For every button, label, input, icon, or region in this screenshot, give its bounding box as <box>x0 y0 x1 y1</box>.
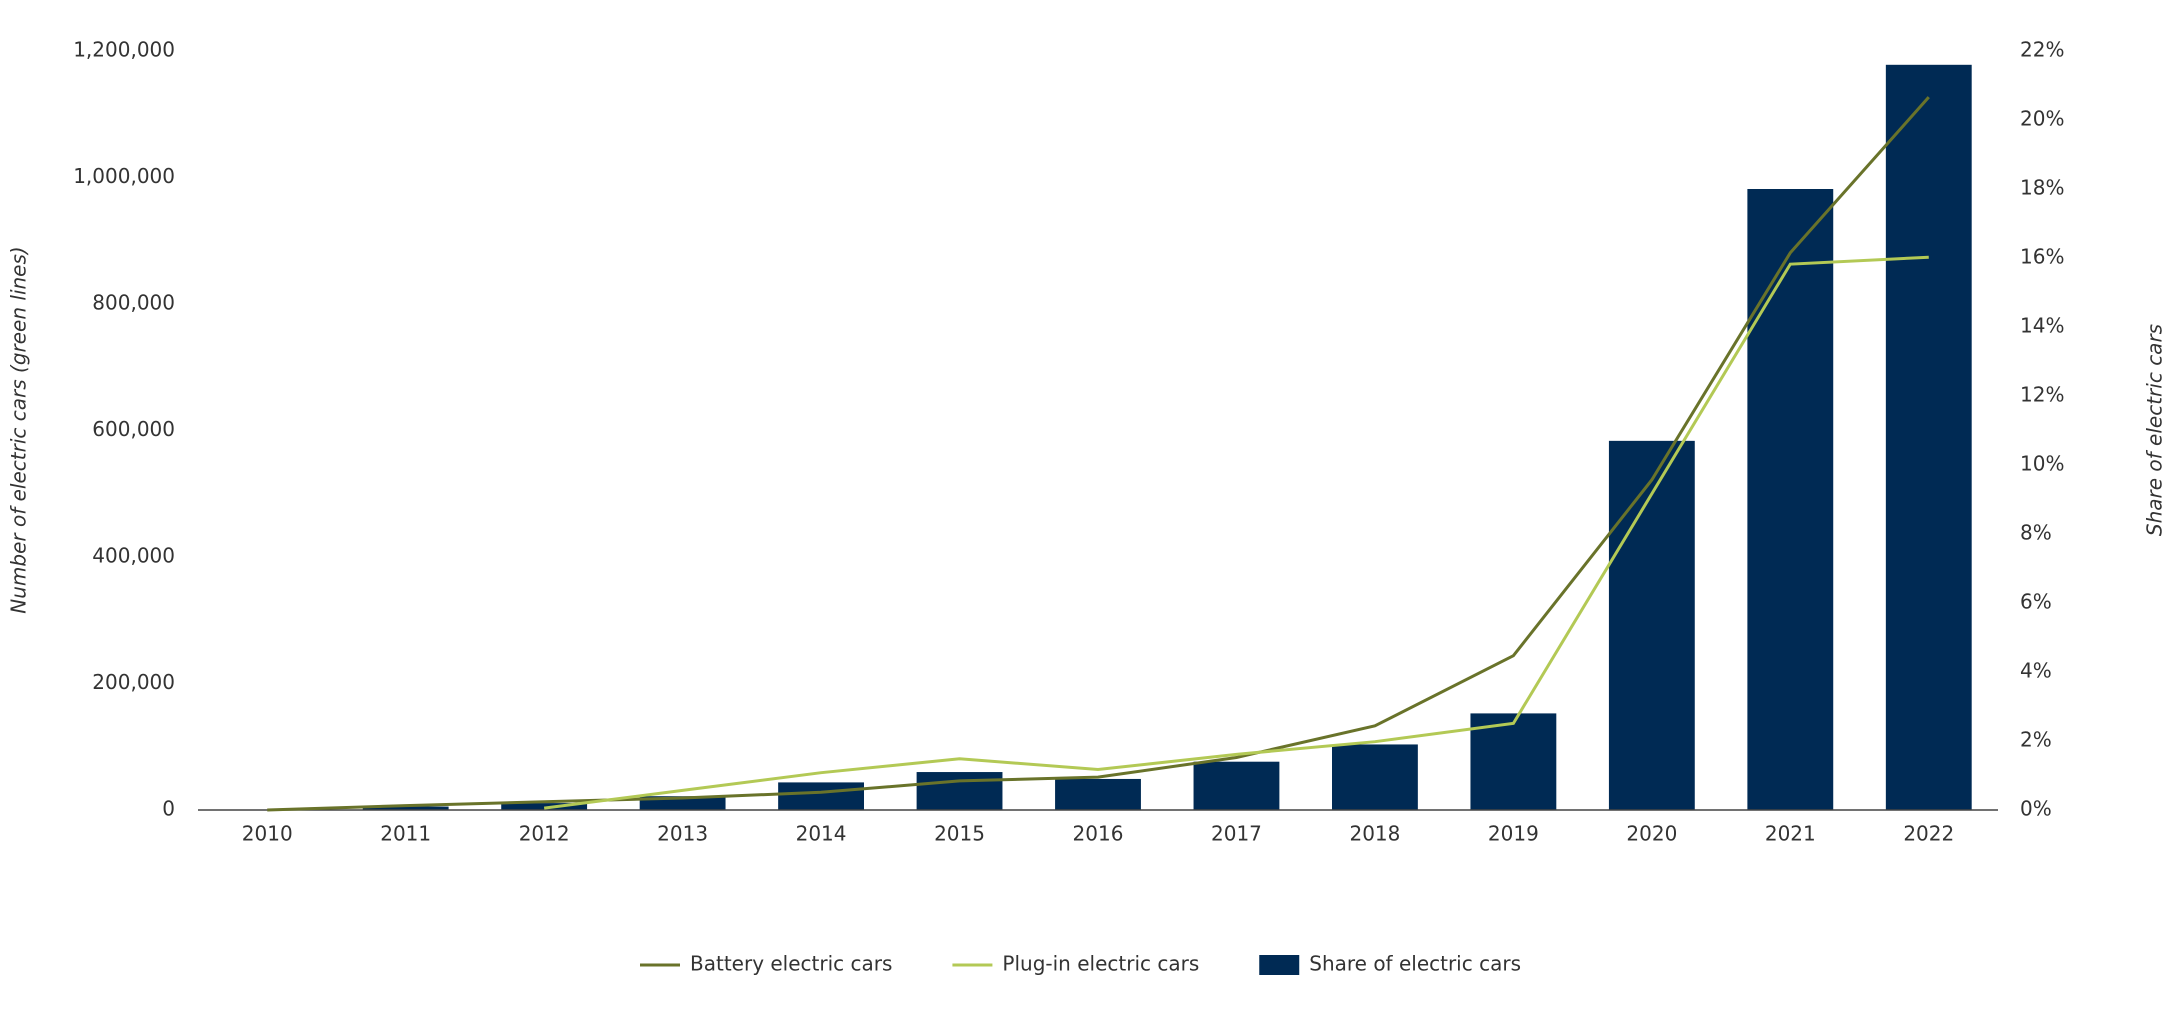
bar <box>916 772 1003 810</box>
legend-label: Share of electric cars <box>1309 952 1521 976</box>
line <box>267 96 1930 812</box>
x-tick-label: 2012 <box>519 822 570 846</box>
y2-tick-label: 16% <box>2020 245 2064 269</box>
x-tick-label: 2011 <box>380 822 431 846</box>
y2-tick-label: 22% <box>2020 38 2064 62</box>
y-tick-label: 1,000,000 <box>73 164 175 188</box>
legend-label: Battery electric cars <box>690 952 892 976</box>
y-tick-label: 0 <box>162 797 175 821</box>
x-tick-label: 2015 <box>934 822 985 846</box>
legend-swatch <box>1259 955 1300 975</box>
y2-tick-label: 10% <box>2020 452 2064 476</box>
x-tick-label: 2021 <box>1765 822 1816 846</box>
x-tick-label: 2019 <box>1488 822 1539 846</box>
y-tick-label: 800,000 <box>92 291 175 315</box>
y2-axis-title: Share of electric cars <box>2143 324 2167 536</box>
y-axis-title: Number of electric cars (green lines) <box>7 246 31 613</box>
y2-tick-label: 12% <box>2020 383 2064 407</box>
y2-tick-label: 20% <box>2020 107 2064 131</box>
bar <box>1885 64 1972 811</box>
x-tick-label: 2010 <box>242 822 293 846</box>
x-tick-label: 2018 <box>1349 822 1400 846</box>
y-tick-label: 400,000 <box>92 544 175 568</box>
bar <box>1608 440 1695 810</box>
bar <box>362 806 449 810</box>
bar <box>1332 744 1418 810</box>
x-tick-label: 2020 <box>1626 822 1677 846</box>
bar <box>1470 713 1557 810</box>
bar <box>501 803 588 810</box>
bar <box>1055 778 1141 810</box>
y-tick-label: 1,200,000 <box>73 38 175 62</box>
x-tick-label: 2017 <box>1211 822 1262 846</box>
x-tick-label: 2013 <box>657 822 708 846</box>
y2-tick-label: 4% <box>2020 659 2052 683</box>
bar <box>1193 761 1280 810</box>
line <box>543 255 1929 810</box>
bar <box>1747 189 1834 810</box>
legend-label: Plug-in electric cars <box>1002 952 1199 976</box>
x-tick-label: 2014 <box>796 822 847 846</box>
y2-tick-label: 14% <box>2020 314 2064 338</box>
y2-tick-label: 18% <box>2020 176 2064 200</box>
y-tick-label: 600,000 <box>92 417 175 441</box>
y-tick-label: 200,000 <box>92 670 175 694</box>
y2-tick-label: 8% <box>2020 521 2052 545</box>
y2-tick-label: 6% <box>2020 590 2052 614</box>
x-tick-label: 2016 <box>1073 822 1124 846</box>
bar <box>778 782 864 810</box>
x-tick-label: 2022 <box>1903 822 1954 846</box>
y2-tick-label: 0% <box>2020 797 2052 821</box>
y2-tick-label: 2% <box>2020 728 2052 752</box>
